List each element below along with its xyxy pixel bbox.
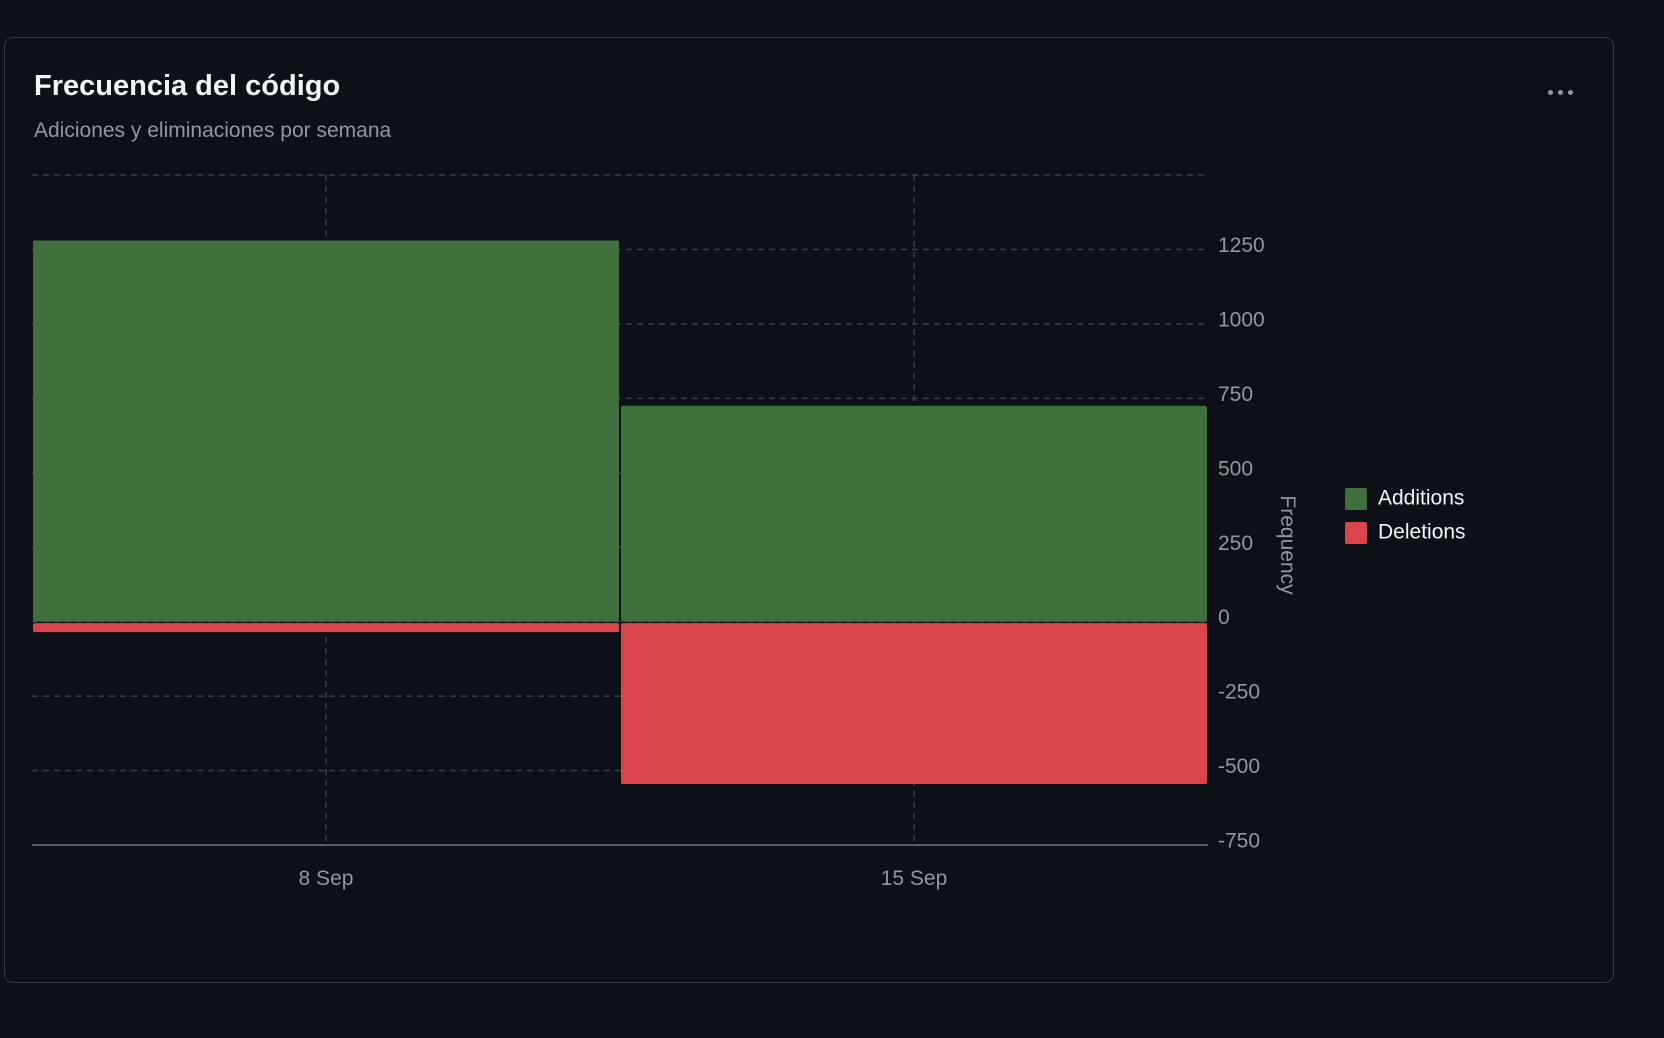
legend-swatch-deletions <box>1345 522 1367 544</box>
y-tick-label: 750 <box>1218 383 1253 406</box>
y-tick-label: -750 <box>1218 830 1260 853</box>
y-tick-label: 500 <box>1218 457 1253 480</box>
legend-label-additions: Additions <box>1378 487 1464 510</box>
card-title: Frecuencia del código <box>34 70 341 102</box>
card-subtitle: Adiciones y eliminaciones por semana <box>34 119 392 142</box>
y-tick-label: 250 <box>1218 532 1253 555</box>
deletions-bar-1 <box>33 623 619 633</box>
x-tick-label: 15 Sep <box>881 867 948 890</box>
y-tick-label: 1000 <box>1218 308 1265 331</box>
kebab-dot <box>1557 89 1563 95</box>
kebab-dot <box>1567 89 1573 95</box>
legend-swatch-additions <box>1345 488 1367 510</box>
y-tick-label: -500 <box>1218 755 1260 778</box>
code-frequency-card: Frecuencia del código Adiciones y elimin… <box>4 37 1614 983</box>
additions-bar-1 <box>33 240 619 622</box>
deletions-bar-2 <box>621 623 1207 784</box>
x-tick-label: 8 Sep <box>299 867 354 890</box>
code-frequency-chart: 1250 1000 750 500 250 0 -250 -500 -750 8 Sep 15 Se… <box>32 174 1466 890</box>
y-axis-title: Frequency <box>1276 495 1299 595</box>
legend-label-deletions: Deletions <box>1378 521 1466 544</box>
y-tick-label: -250 <box>1218 681 1260 704</box>
more-options-button[interactable] <box>1535 74 1585 110</box>
y-tick-label: 0 <box>1218 606 1230 629</box>
additions-bar-2 <box>621 405 1207 622</box>
y-tick-label: 1250 <box>1218 234 1265 257</box>
kebab-horizontal-icon <box>1547 89 1553 95</box>
